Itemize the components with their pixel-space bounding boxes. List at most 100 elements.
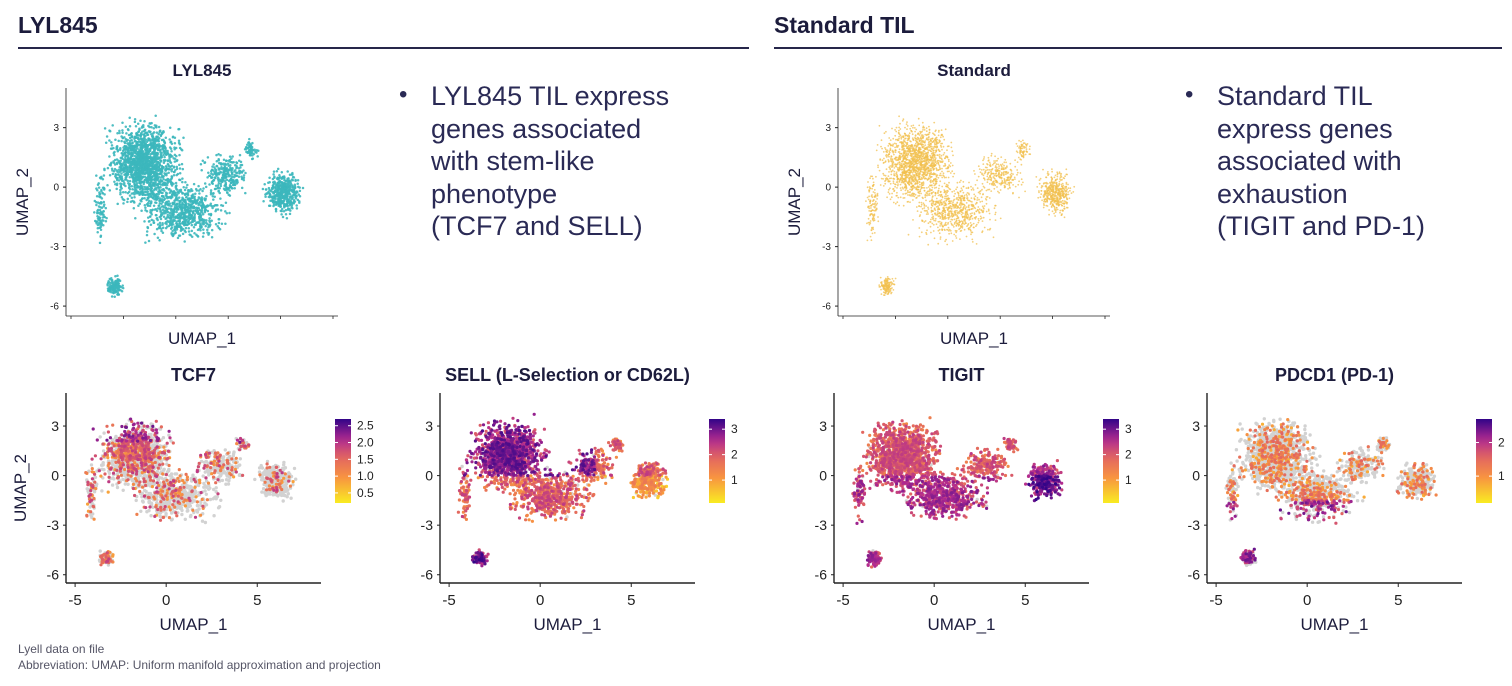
- cell-point: [128, 187, 132, 191]
- cell-point: [920, 203, 923, 206]
- cell-point: [894, 129, 896, 131]
- cell-point: [192, 182, 196, 186]
- cell-point: [200, 201, 203, 204]
- cell-point: [163, 151, 166, 155]
- cell-point: [170, 164, 174, 167]
- cell-point: [159, 185, 162, 189]
- cell-point: [178, 171, 182, 175]
- cell-point: [121, 121, 124, 124]
- cell-point: [159, 214, 163, 217]
- cell-point: [181, 177, 184, 180]
- cell-point: [1023, 147, 1026, 149]
- cell-point: [184, 226, 188, 230]
- cell-point: [135, 144, 139, 148]
- cell-point: [129, 169, 132, 172]
- cell-point: [110, 277, 113, 280]
- cell-point: [995, 163, 998, 166]
- cell-point: [891, 169, 894, 172]
- cell-point: [112, 146, 115, 150]
- cell-point: [160, 229, 163, 233]
- cell-point: [894, 277, 897, 280]
- cell-point: [1053, 176, 1056, 179]
- cell-point: [290, 197, 294, 201]
- cell-point: [879, 184, 882, 186]
- cell-point: [174, 184, 178, 188]
- cell-point: [177, 139, 181, 143]
- cell-point: [192, 225, 196, 229]
- cell-point: [292, 186, 296, 189]
- cell-point: [164, 217, 167, 220]
- cell-point: [178, 178, 182, 182]
- cell-point: [994, 219, 997, 222]
- cell-point: [888, 177, 891, 180]
- cell-point: [937, 194, 940, 197]
- cell-point: [151, 174, 155, 178]
- cell-point: [274, 210, 278, 213]
- cell-point: [149, 181, 153, 184]
- cell-point: [1045, 204, 1048, 207]
- cell-point: [217, 221, 221, 225]
- cell-point: [240, 171, 244, 174]
- cell-point: [273, 181, 277, 184]
- cell-point: [1048, 185, 1051, 188]
- cell-point: [128, 175, 132, 179]
- cell-point: [916, 179, 919, 182]
- cell-point: [1012, 173, 1014, 176]
- cell-point: [159, 167, 162, 171]
- cell-point: [149, 122, 152, 125]
- cell-point: [212, 191, 215, 195]
- cell-point: [113, 180, 116, 183]
- cell-point: [161, 131, 164, 135]
- cell-point: [889, 165, 892, 167]
- cell-point: [885, 130, 887, 133]
- cell-point: [202, 187, 205, 190]
- cell-point: [1045, 194, 1048, 197]
- cell-point: [128, 185, 131, 189]
- cell-point: [263, 182, 266, 186]
- cell-point: [215, 160, 219, 163]
- cell-point: [955, 188, 957, 191]
- cell-point: [239, 163, 242, 167]
- cell-point: [172, 218, 175, 221]
- cell-point: [997, 190, 999, 193]
- cell-point: [126, 174, 129, 177]
- cell-point: [1022, 145, 1025, 148]
- cell-point: [982, 163, 985, 166]
- cell-point: [287, 177, 290, 180]
- bullet-line: associated with: [1217, 146, 1402, 176]
- cell-point: [176, 224, 180, 227]
- cell-point: [1069, 189, 1071, 192]
- cell-point: [170, 150, 173, 153]
- cell-point: [162, 198, 166, 202]
- cell-point: [965, 202, 968, 204]
- cell-point: [161, 191, 164, 195]
- cell-point: [264, 188, 268, 191]
- cell-point: [175, 210, 178, 214]
- cell-point: [993, 187, 996, 190]
- cell-point: [877, 166, 879, 169]
- cell-point: [161, 226, 165, 229]
- cell-point: [898, 148, 901, 151]
- cell-point: [952, 201, 954, 204]
- cell-point: [965, 235, 968, 238]
- cell-point: [870, 175, 872, 178]
- cell-point: [1054, 174, 1057, 177]
- cell-point: [240, 186, 244, 190]
- cell-point: [157, 143, 161, 146]
- cell-point: [925, 138, 928, 141]
- cell-point: [219, 209, 223, 212]
- cell-point: [149, 175, 152, 179]
- cell-point: [134, 192, 138, 195]
- cell-point: [102, 210, 105, 213]
- cell-point: [1038, 190, 1040, 192]
- cell-point: [108, 174, 112, 177]
- cell-point: [180, 148, 184, 152]
- cell-point: [157, 138, 160, 141]
- cell-point: [928, 128, 931, 131]
- cell-point: [199, 187, 202, 191]
- cell-point: [226, 191, 229, 195]
- cell-point: [950, 207, 953, 210]
- cell-point: [907, 158, 909, 161]
- cell-point: [882, 162, 885, 164]
- cell-point: [231, 161, 234, 164]
